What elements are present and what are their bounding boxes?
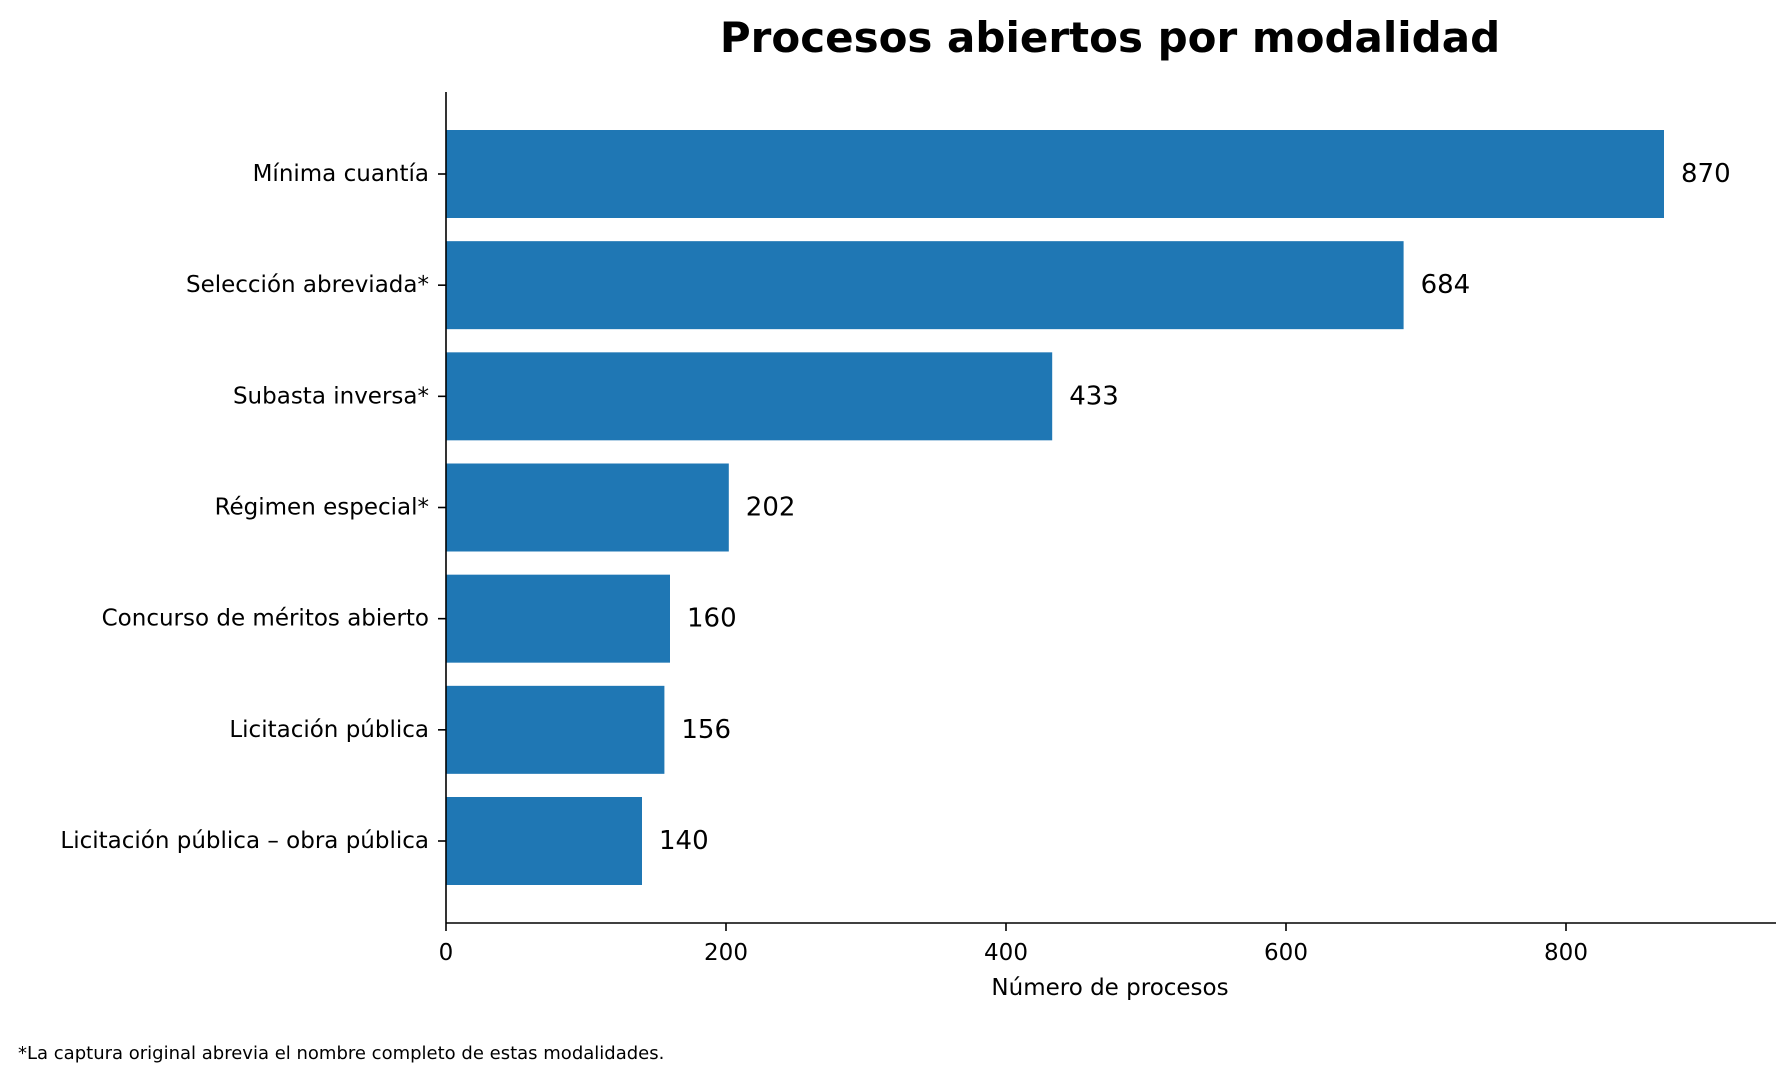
bar: [446, 574, 670, 663]
y-tick-label: Licitación pública: [229, 717, 429, 743]
chart-title: Procesos abiertos por modalidad: [720, 13, 1500, 62]
y-axis: Mínima cuantía Selección abreviada* Subast…: [60, 92, 447, 923]
footnote: *La captura original abrevia el nombre c…: [18, 1043, 665, 1064]
bar: [446, 352, 1053, 441]
bar: [446, 685, 665, 774]
x-axis-label: Número de procesos: [991, 975, 1228, 1001]
bar: [446, 241, 1404, 330]
bar: [446, 463, 729, 552]
y-tick-label: Régimen especial*: [215, 495, 429, 521]
bar: [446, 130, 1664, 218]
x-tick-label: 400: [984, 940, 1028, 966]
x-tick-label: 0: [439, 940, 454, 966]
y-tick-label: Subasta inversa*: [233, 383, 429, 409]
data-label: 140: [659, 826, 709, 856]
data-label: 433: [1069, 381, 1119, 411]
data-labels-layer: 870 684 433 202 160 156 140: [659, 159, 1731, 856]
y-tick-label: Concurso de méritos abierto: [102, 606, 429, 632]
data-label: 156: [681, 715, 731, 745]
y-tick-label: Licitación pública – obra pública: [60, 828, 429, 854]
data-label: 160: [687, 604, 737, 634]
bar: [446, 797, 642, 885]
data-label: 870: [1681, 159, 1731, 189]
y-tick-label: Selección abreviada*: [186, 272, 429, 298]
data-label: 202: [746, 493, 796, 523]
data-label: 684: [1421, 270, 1471, 300]
x-tick-label: 200: [704, 940, 748, 966]
x-tick-label: 800: [1544, 940, 1588, 966]
y-tick-label: Mínima cuantía: [253, 161, 429, 187]
x-axis: 0 200 400 600 800: [439, 922, 1776, 966]
bars-layer: [446, 130, 1664, 885]
x-tick-label: 600: [1264, 940, 1308, 966]
